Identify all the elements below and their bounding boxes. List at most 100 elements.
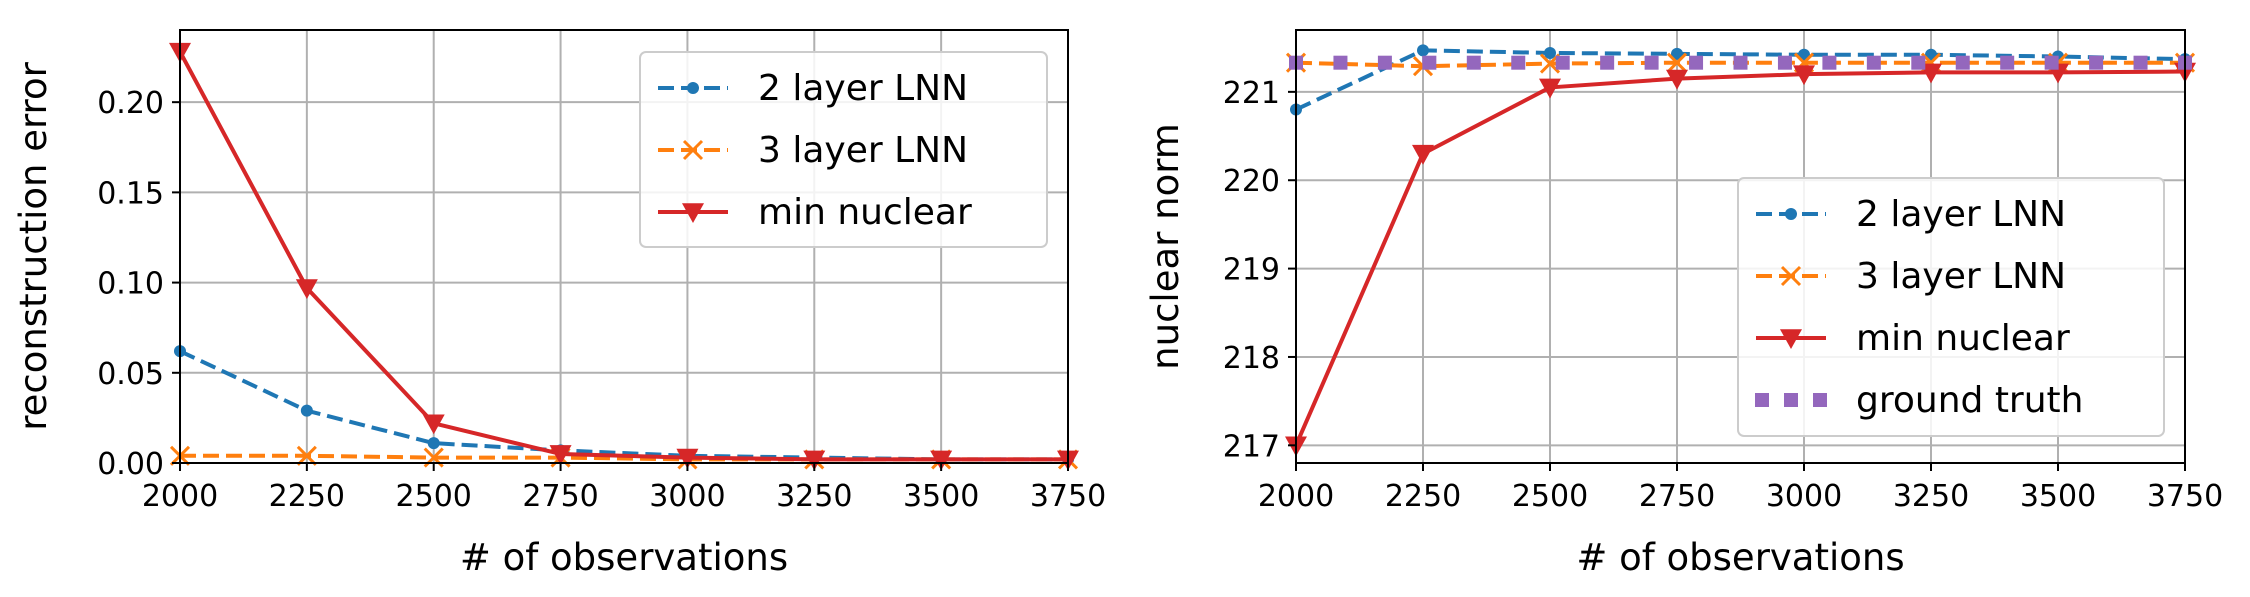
marker-triangle-5 [803, 450, 826, 471]
ticks: 2000 2250 2500 2750 3000 3250 3500 3750 217 218 21… [1223, 76, 2223, 514]
x-tick-label: 2750 [1639, 479, 1715, 514]
marker-square-10 [1733, 55, 1748, 70]
y-tick-label: 0.15 [97, 176, 164, 211]
marker-square-8 [1644, 55, 1659, 70]
marker-square-1 [1784, 393, 1798, 407]
marker-square-2 [1377, 55, 1392, 70]
marker-triangle-6 [930, 450, 953, 471]
marker-x-0 [1780, 265, 1802, 287]
series-2-layer-LNN [1290, 44, 2191, 116]
x-axis-label: # of observations [1576, 536, 1904, 579]
marker-square-6 [1555, 55, 1570, 70]
series-ground-truth [1289, 55, 2192, 70]
marker-square-7 [1600, 55, 1615, 70]
x-tick-label: 2250 [269, 479, 345, 514]
marker-square-16 [2000, 55, 2015, 70]
legend-item: ground truth [1755, 380, 2083, 421]
x-tick-label: 2000 [1258, 479, 1334, 514]
y-tick-label: 0.00 [97, 447, 164, 482]
y-tick-label: 0.10 [97, 267, 164, 302]
legend-label: 2 layer LNN [758, 68, 968, 109]
plot-frame [1295, 29, 2186, 464]
legend-label: ground truth [1856, 380, 2083, 421]
marker-triangle-0 [682, 203, 704, 223]
marker-square-11 [1777, 55, 1792, 70]
marker-triangle-1 [1412, 144, 1434, 165]
marker-dot-0 [687, 82, 699, 94]
x-tick-label: 3000 [1766, 479, 1842, 514]
series-2-layer-LNN [174, 345, 1074, 466]
x-tick-label: 2250 [1385, 479, 1461, 514]
marker-x-0 [682, 139, 704, 161]
legend: 2 layer LNN 3 layer LNN min nuclear ground … [1737, 177, 2165, 437]
marker-dot-3 [1671, 47, 1683, 60]
marker-square-9 [1689, 55, 1704, 70]
series-group [169, 42, 1079, 471]
legend-label: min nuclear [1856, 318, 2070, 359]
x-tick-label: 3500 [903, 479, 979, 514]
marker-triangle-1 [295, 279, 318, 299]
marker-x-stroke [1780, 265, 1802, 287]
x-tick-label: 3500 [2020, 479, 2096, 514]
series-line [178, 50, 1068, 462]
marker-dot-1 [300, 404, 313, 417]
legend: 2 layer LNN 3 layer LNN min nuclear [639, 51, 1048, 248]
x-tick-label: 3000 [649, 479, 725, 514]
marker-square-18 [2089, 55, 2104, 70]
right-chart-panel: 2000 2250 2500 2750 3000 3250 3500 3750 217 218 21… [1144, 29, 2223, 579]
marker-square-1 [1333, 55, 1348, 70]
ticks: 2000 2250 2500 2750 3000 3250 3500 3750 0.00 0.05… [97, 86, 1106, 514]
legend-box [1737, 177, 2165, 437]
marker-square-14 [1911, 55, 1926, 70]
legend-item: 2 layer LNN [1756, 194, 2066, 235]
marker-square-19 [2133, 55, 2148, 70]
marker-x-stroke [682, 139, 704, 161]
marker-triangle-4 [1793, 65, 1815, 86]
marker-dot-2 [1544, 46, 1556, 59]
marker-x-3 [1666, 52, 1688, 73]
x-tick-label: 3250 [776, 479, 852, 514]
plot-frame [179, 29, 1069, 464]
legend-label: min nuclear [758, 192, 972, 233]
marker-triangle-5 [1920, 63, 1942, 84]
legend-label: 3 layer LNN [758, 130, 968, 171]
marker-square-5 [1511, 55, 1526, 70]
marker-triangle-3 [549, 445, 572, 465]
marker-dot-2 [427, 437, 440, 450]
marker-x-stroke [296, 445, 317, 466]
y-tick-label: 221 [1223, 76, 1280, 111]
x-tick-label: 3250 [1893, 479, 1969, 514]
marker-square-2 [1813, 393, 1827, 407]
y-tick-label: 0.20 [97, 86, 164, 121]
marker-triangle-4 [676, 448, 699, 469]
x-tick-label: 2000 [142, 479, 218, 514]
marker-square-4 [1466, 55, 1481, 70]
marker-square-3 [1422, 55, 1437, 70]
y-tick-label: 218 [1223, 341, 1280, 376]
x-tick-label: 2750 [522, 479, 598, 514]
x-axis-label: # of observations [460, 536, 788, 579]
marker-x-1 [296, 445, 317, 466]
marker-triangle-2 [1539, 78, 1561, 99]
marker-triangle-2 [422, 414, 445, 435]
series-line [179, 349, 1068, 462]
marker-square-12 [1822, 55, 1837, 70]
marker-square-13 [1866, 55, 1881, 70]
marker-square-15 [1955, 55, 1970, 70]
marker-triangle-3 [1666, 69, 1688, 90]
x-tick-label: 2500 [396, 479, 472, 514]
legend-box [639, 51, 1048, 248]
series-line [1294, 69, 2186, 447]
legend-item: 3 layer LNN [1756, 256, 2066, 297]
marker-dot-0 [1785, 208, 1797, 220]
legend-label: 2 layer LNN [1856, 194, 2066, 235]
y-tick-label: 217 [1223, 429, 1280, 464]
marker-square-17 [2044, 55, 2059, 70]
legend-item: 2 layer LNN [658, 68, 968, 109]
left-chart-panel: 2000 2250 2500 2750 3000 3250 3500 3750 0.00 0.05… [12, 29, 1106, 579]
marker-x-stroke [1666, 52, 1688, 73]
legend-item: min nuclear [1756, 318, 2070, 359]
y-tick-label: 219 [1223, 253, 1280, 288]
